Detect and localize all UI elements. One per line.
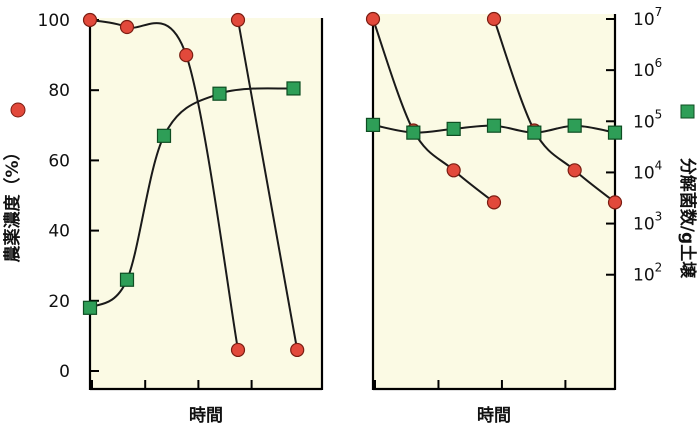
right-circle-point <box>567 163 582 178</box>
left-series-points <box>82 12 305 358</box>
left-y-tick-label: 100 <box>38 11 70 31</box>
right-square-point <box>406 125 421 140</box>
right-y-ticks: 102 103 104 105 106 107 <box>606 5 662 286</box>
right-circle-point <box>607 195 623 210</box>
right-square-point <box>486 118 502 133</box>
right-circle-point <box>446 163 461 178</box>
right-y-axis-title: 分解菌数/g土壌 <box>677 158 698 279</box>
right-y-tick-label: 102 <box>633 261 662 286</box>
left-y-tick-label: 20 <box>48 292 70 312</box>
left-y-tick-label: 0 <box>59 362 70 382</box>
right-x-ticks <box>374 380 567 389</box>
right-circle-series-line <box>372 18 495 204</box>
left-circle-series-line <box>237 19 299 351</box>
right-y-legend-square-marker <box>680 104 695 119</box>
right-y-tick-label: 107 <box>633 5 662 30</box>
left-y-ticks: 0 20 40 60 80 100 <box>38 11 99 382</box>
right-circle-point <box>365 11 381 27</box>
left-y-legend-circle-marker <box>10 102 26 118</box>
right-y-tick-label: 105 <box>633 107 662 132</box>
left-y-tick-label: 40 <box>48 222 70 242</box>
right-circle-point <box>486 11 502 27</box>
left-y-tick-label: 60 <box>48 151 70 171</box>
left-circle-point <box>82 12 98 28</box>
right-square-point <box>567 118 582 133</box>
left-panel: 0 20 40 60 80 100 時間 農薬濃度（%） <box>2 11 324 426</box>
right-square-point <box>365 117 381 132</box>
left-square-point <box>212 86 227 101</box>
right-circle-point <box>486 195 502 210</box>
right-panel: 102 103 104 105 106 107 時間 分解菌数/g土壌 <box>365 5 698 426</box>
right-y-tick-label: 104 <box>633 158 662 183</box>
left-y-tick-label: 80 <box>48 81 70 101</box>
right-circle-series-line <box>493 18 616 204</box>
left-x-axis-title: 時間 <box>189 405 223 426</box>
left-plot-area <box>90 18 322 389</box>
left-y-axis-title: 農薬濃度（%） <box>2 143 23 262</box>
left-square-point <box>82 300 98 315</box>
left-square-point <box>156 128 172 143</box>
right-square-point <box>446 121 461 136</box>
right-x-axis-title: 時間 <box>477 405 511 426</box>
right-y-tick-label: 103 <box>633 210 662 235</box>
left-square-point <box>119 272 135 287</box>
left-circle-point <box>230 12 246 28</box>
left-x-ticks <box>91 380 253 389</box>
left-circle-point <box>290 342 305 358</box>
right-square-point <box>527 125 542 140</box>
left-circle-point <box>179 47 194 63</box>
left-circle-point <box>230 342 246 358</box>
left-square-point <box>286 81 301 96</box>
right-square-point <box>607 125 623 140</box>
right-y-tick-label: 106 <box>633 56 662 81</box>
right-series-points <box>365 11 623 210</box>
left-circle-point <box>119 19 135 35</box>
